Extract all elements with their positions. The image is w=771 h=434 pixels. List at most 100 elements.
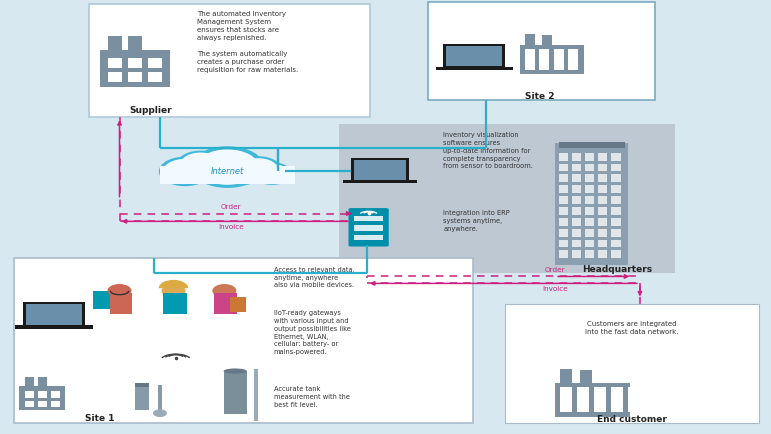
Wedge shape	[159, 280, 188, 288]
Bar	[572, 153, 581, 161]
Bar	[611, 185, 621, 193]
Circle shape	[159, 157, 211, 186]
Bar	[585, 174, 594, 182]
Bar	[611, 207, 621, 215]
Bar	[611, 250, 621, 258]
Bar	[559, 250, 568, 258]
Bar	[554, 49, 564, 70]
Bar	[585, 153, 594, 161]
Circle shape	[107, 284, 132, 298]
Text: Site 1: Site 1	[86, 414, 115, 423]
Bar	[572, 229, 581, 237]
Bar	[93, 291, 130, 309]
Circle shape	[223, 162, 263, 185]
Bar	[598, 174, 608, 182]
Circle shape	[177, 151, 224, 177]
Bar	[611, 229, 621, 237]
Bar	[598, 240, 608, 247]
Bar	[585, 218, 594, 226]
Bar	[611, 164, 621, 171]
Bar	[611, 387, 623, 412]
Bar	[611, 174, 621, 182]
Bar	[598, 164, 608, 171]
Circle shape	[238, 158, 278, 181]
Bar	[148, 58, 163, 68]
Text: Integration into ERP
systems anytime,
anywhere.: Integration into ERP systems anytime, an…	[443, 210, 510, 232]
Bar	[254, 369, 258, 421]
Bar	[559, 207, 568, 215]
Text: IIoT-ready gateways
with various input and
output possibilities like
Ethernet, W: IIoT-ready gateways with various input a…	[274, 310, 351, 355]
Bar	[354, 160, 406, 180]
Bar	[128, 58, 143, 68]
Bar	[505, 304, 759, 423]
Circle shape	[255, 164, 289, 183]
Bar	[38, 377, 47, 390]
Bar	[25, 377, 34, 388]
Bar	[598, 207, 608, 215]
Text: Customers are integrated
into the fast data network.: Customers are integrated into the fast d…	[585, 321, 679, 335]
Bar	[580, 370, 592, 388]
Bar	[611, 218, 621, 226]
Text: Internet: Internet	[210, 167, 244, 176]
Bar	[351, 158, 409, 181]
Bar	[585, 196, 594, 204]
Circle shape	[153, 409, 167, 417]
Bar	[572, 164, 581, 171]
Bar	[598, 218, 608, 226]
Bar	[25, 401, 34, 407]
Bar	[108, 58, 123, 68]
Bar	[598, 229, 608, 237]
Bar	[520, 45, 584, 74]
Bar	[89, 4, 370, 117]
Bar	[524, 34, 535, 47]
Bar	[598, 153, 608, 161]
Bar	[26, 304, 82, 325]
Bar	[611, 240, 621, 247]
Bar	[560, 387, 572, 412]
Bar	[541, 35, 552, 50]
Bar	[443, 44, 505, 68]
Bar	[339, 124, 675, 273]
Bar	[585, 229, 594, 237]
Bar	[344, 180, 416, 183]
FancyBboxPatch shape	[348, 208, 389, 247]
Bar	[559, 153, 568, 161]
Bar	[135, 383, 149, 387]
Bar	[51, 401, 60, 407]
Bar	[25, 391, 34, 398]
Ellipse shape	[224, 368, 247, 374]
Circle shape	[161, 284, 186, 298]
Bar	[585, 240, 594, 247]
Bar	[158, 385, 162, 413]
Bar	[559, 185, 568, 193]
Bar	[598, 196, 608, 204]
Text: End customer: End customer	[598, 415, 667, 424]
Bar	[524, 49, 535, 70]
Bar	[38, 401, 47, 407]
Bar	[160, 166, 295, 184]
Bar	[572, 196, 581, 204]
Bar	[108, 36, 123, 53]
Bar	[19, 386, 65, 410]
Bar	[354, 225, 383, 231]
Bar	[230, 297, 247, 312]
Circle shape	[235, 156, 281, 182]
Bar	[446, 46, 502, 66]
Text: Invoice: Invoice	[542, 286, 568, 293]
Text: Supplier: Supplier	[129, 106, 172, 115]
Bar	[559, 240, 568, 247]
Circle shape	[180, 152, 221, 174]
Text: Inventory visualization
software ensures
up-to-date information for
complete tra: Inventory visualization software ensures…	[443, 132, 534, 169]
Circle shape	[196, 162, 236, 185]
Bar	[559, 196, 568, 204]
Bar	[354, 235, 383, 240]
Circle shape	[196, 149, 259, 185]
Bar	[611, 153, 621, 161]
Text: Site 2: Site 2	[525, 92, 554, 101]
Bar	[23, 302, 85, 326]
Bar	[224, 371, 247, 414]
Bar	[163, 293, 187, 314]
Bar	[559, 229, 568, 237]
Circle shape	[212, 284, 237, 298]
Bar	[598, 250, 608, 258]
